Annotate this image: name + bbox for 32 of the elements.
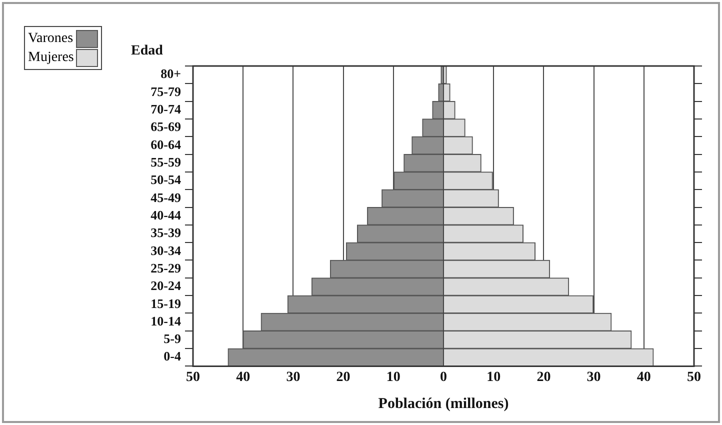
x-tick-label: 30 <box>586 370 601 386</box>
x-tick-label: 10 <box>486 370 501 386</box>
y-tick-label: 0-4 <box>164 348 182 364</box>
x-tick-label: 0 <box>440 370 447 386</box>
y-tick-label: 70-74 <box>150 102 182 117</box>
y-tick-label: 65-69 <box>150 119 182 134</box>
x-tick-label: 20 <box>336 370 350 386</box>
y-tick-label: 15-19 <box>150 296 182 311</box>
y-tick-label: 5-9 <box>164 331 182 346</box>
x-tick-label: 50 <box>687 370 701 386</box>
y-tick-label: 50-54 <box>150 172 182 188</box>
x-axis-title: Población (millones) <box>378 396 509 412</box>
x-tick-label: 10 <box>386 370 400 386</box>
x-tick-label: 40 <box>236 370 250 386</box>
legend-label: Varones <box>28 30 74 46</box>
y-tick-label: 35-39 <box>150 225 182 240</box>
x-tick-label: 40 <box>636 370 651 386</box>
y-tick-label: 20-24 <box>150 278 182 294</box>
y-tick-label: 10-14 <box>150 313 182 328</box>
x-tick-label: 50 <box>186 370 200 386</box>
y-tick-label: 80+ <box>160 66 181 82</box>
y-tick-label: 40-44 <box>150 207 182 222</box>
y-axis-title: Edad <box>131 44 164 59</box>
legend-label: Mujeres <box>28 50 74 66</box>
x-tick-label: 20 <box>536 370 551 386</box>
y-tick-label: 75-79 <box>150 84 182 99</box>
y-tick-label: 25-29 <box>150 260 182 276</box>
y-tick-label: 55-59 <box>150 154 182 170</box>
y-tick-label: 30-34 <box>150 242 182 258</box>
y-tick-label: 60-64 <box>150 136 182 152</box>
x-tick-label: 30 <box>286 370 300 386</box>
y-tick-label: 45-49 <box>150 190 182 205</box>
